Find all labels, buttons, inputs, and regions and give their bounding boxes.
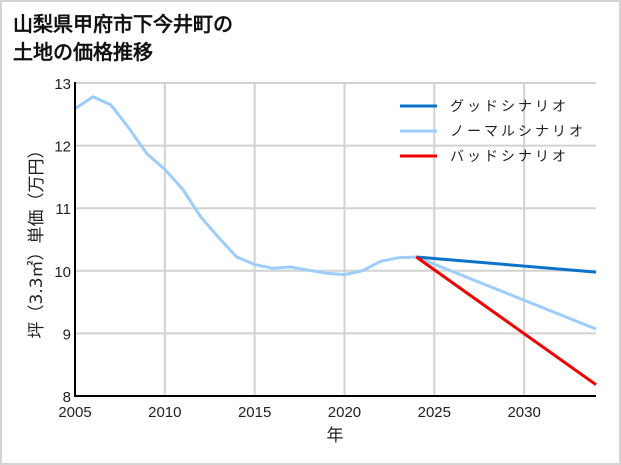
y-tick-label: 12 [54,139,71,156]
series-line [416,255,597,274]
y-tick-label: 10 [54,264,71,281]
series-line [415,255,597,386]
axes [74,82,596,397]
y-tick-label: 13 [54,76,71,93]
series-lines [74,95,597,386]
y-axis-label: 坪（3.3㎡）単価（万円） [27,141,47,338]
y-tick-label: 11 [55,201,71,218]
legend-label: グッドシナリオ [450,99,569,115]
x-axis-label: 年 [327,426,344,446]
legend-label: ノーマルシナリオ [450,124,586,140]
y-tick-label: 8 [63,389,71,406]
title-line-1: 山梨県甲府市下今井町の [13,12,233,36]
series-line [74,95,597,331]
x-tick-label: 2010 [148,404,181,421]
legend-label: バッドシナリオ [450,149,569,165]
x-tick-label: 2020 [328,404,361,421]
x-tick-label: 2015 [238,404,271,421]
x-tick-label: 2005 [58,404,91,421]
chart-title: 山梨県甲府市下今井町の 土地の価格推移 [13,10,233,66]
tick-labels: 8 9 10 11 12 13 2005 2010 2015 2020 2025 2030 [54,76,541,421]
x-tick-label: 2025 [418,404,451,421]
y-tick-label: 9 [63,326,71,343]
title-line-2: 土地の価格推移 [13,40,153,64]
x-tick-label: 2030 [507,404,540,421]
